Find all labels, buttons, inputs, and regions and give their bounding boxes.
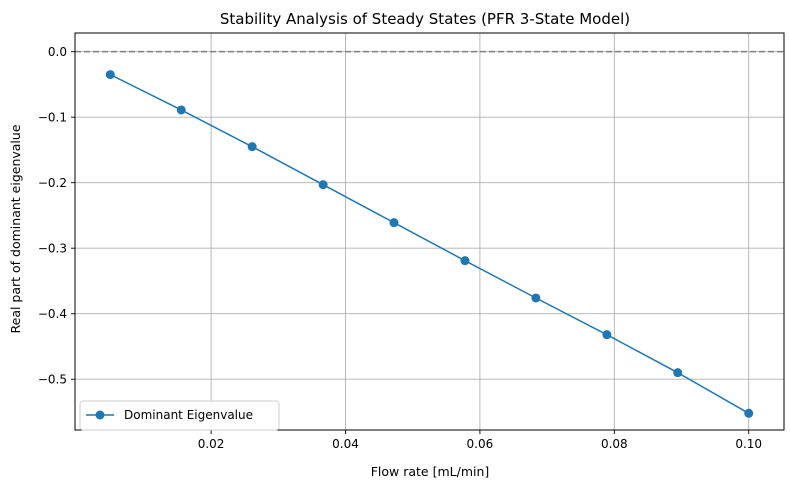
x-axis-label: Flow rate [mL/min] — [371, 464, 490, 479]
data-point — [176, 105, 186, 115]
y-axis-ticks: 0.0 −0.1 −0.2 −0.3 −0.4 −0.5 — [38, 45, 75, 387]
x-tick-label: 0.08 — [601, 437, 628, 451]
y-tick-label: 0.0 — [48, 45, 67, 59]
y-tick-label: −0.2 — [38, 176, 67, 190]
data-point — [531, 293, 541, 303]
data-point — [673, 368, 683, 378]
legend-box — [79, 400, 280, 431]
legend: Dominant Eigenvalue — [79, 400, 280, 431]
y-tick-label: −0.3 — [38, 242, 67, 256]
x-axis-ticks: 0.02 0.04 0.06 0.08 0.10 — [198, 430, 762, 451]
x-tick-label: 0.02 — [198, 437, 225, 451]
x-tick-label: 0.10 — [735, 437, 762, 451]
series-line — [109, 73, 750, 414]
plot-area-frame — [74, 32, 785, 431]
chart-title: Stability Analysis of Steady States (PFR… — [220, 10, 630, 28]
y-tick-label: −0.5 — [38, 373, 67, 387]
y-tick-label: −0.1 — [38, 111, 67, 125]
legend-label: Dominant Eigenvalue — [124, 408, 253, 422]
y-tick-label: −0.4 — [38, 307, 67, 321]
y-axis-label: Real part of dominant eigenvalue — [8, 124, 23, 333]
series-layer — [105, 70, 754, 418]
legend-marker-swatch — [95, 410, 105, 420]
x-tick-label: 0.04 — [332, 437, 359, 451]
data-point — [105, 70, 115, 80]
data-point — [460, 256, 470, 266]
data-point — [247, 142, 257, 152]
data-point — [602, 330, 612, 340]
data-point — [318, 180, 328, 190]
data-point — [389, 218, 399, 228]
data-point — [744, 408, 754, 418]
x-tick-label: 0.06 — [467, 437, 494, 451]
